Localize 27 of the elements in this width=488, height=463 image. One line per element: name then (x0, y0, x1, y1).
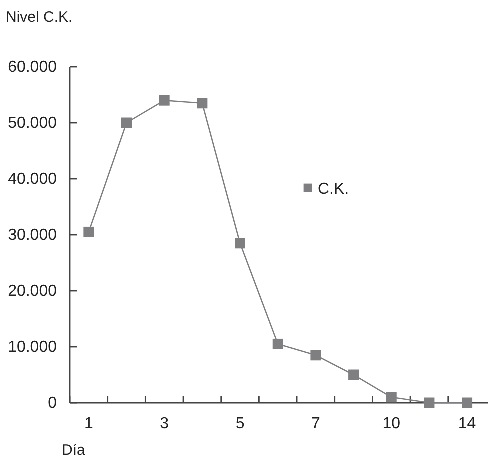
x-tick-label: 5 (236, 415, 245, 432)
x-tick-label: 7 (311, 415, 320, 432)
point (462, 398, 473, 408)
x-tick-label: 3 (160, 415, 170, 432)
y-tick-label: 20.000 (8, 283, 58, 300)
point (197, 98, 208, 109)
point (235, 238, 246, 249)
y-tick-label: 10.000 (8, 339, 58, 356)
x-tick-label: 10 (382, 415, 401, 432)
x-axis-title: Día (62, 442, 86, 459)
point (424, 398, 435, 408)
y-tick-label: 0 (48, 395, 58, 412)
y-tick-label: 40.000 (8, 171, 58, 188)
point (272, 338, 284, 350)
x-tick-label: 1 (84, 415, 94, 432)
y-tick-label: 30.000 (8, 227, 58, 244)
point (310, 350, 322, 361)
point (159, 95, 170, 106)
point (122, 118, 132, 128)
point (386, 392, 397, 403)
y-tick-label: 50.000 (8, 115, 58, 132)
point (84, 226, 94, 238)
point (348, 370, 360, 380)
y-tick-label: 60.000 (8, 59, 58, 76)
y-axis-title: Nivel C.K. (6, 9, 73, 26)
x-tick-label: 14 (458, 415, 476, 432)
legend-label: C.K. (318, 181, 350, 198)
